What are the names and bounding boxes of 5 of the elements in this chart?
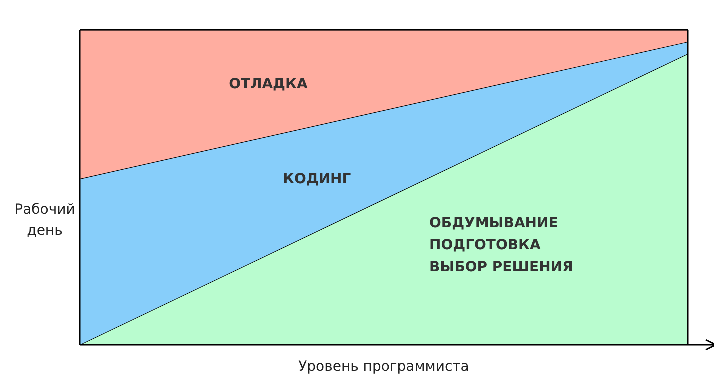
y-axis-title: Рабочий день xyxy=(14,202,76,239)
series-label: ОБДУМЫВАНИЕ ПОДГОТОВКА ВЫБОР РЕШЕНИЯ xyxy=(430,216,574,276)
series-label: ОТЛАДКА xyxy=(229,76,308,92)
series-label: КОДИНГ xyxy=(283,172,352,188)
x-axis-title: Уровень программиста xyxy=(298,359,470,375)
